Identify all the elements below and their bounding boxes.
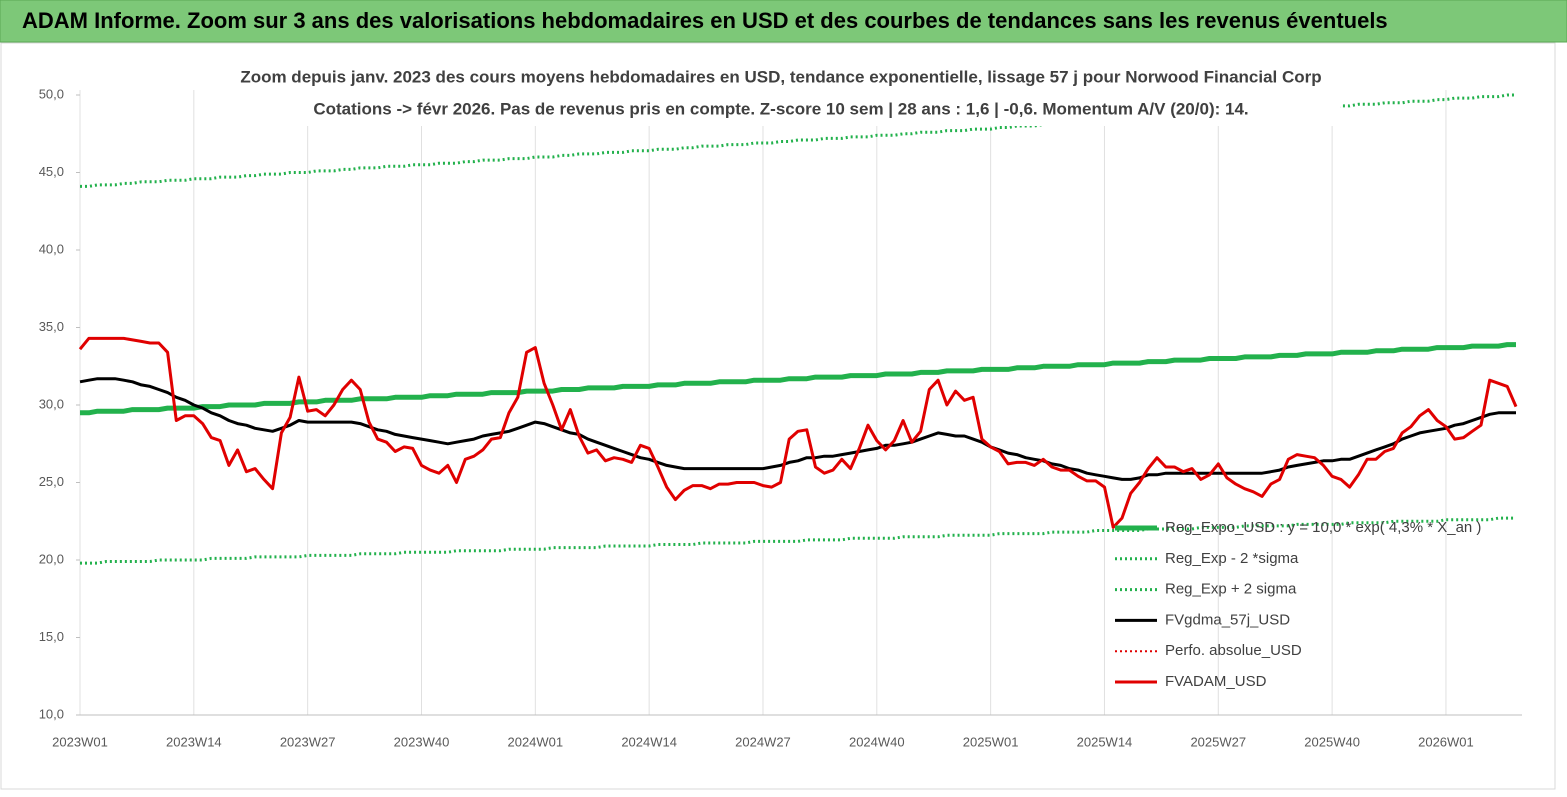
x-tick-label: 2025W01 [963, 734, 1019, 749]
x-tick-label: 2025W14 [1077, 734, 1133, 749]
x-tick-label: 2025W27 [1190, 734, 1246, 749]
plot-area: 2023W01 2023W14 2023W27 2023W40 2024W01 2024W… [39, 86, 1522, 749]
legend-label: Reg_Exp - 2 *sigma [1165, 550, 1299, 567]
legend: Reg_Expo_USD : y = 10,0 * exp( 4,3% * X_… [1115, 519, 1481, 690]
chart-frame [0, 42, 1556, 790]
title-box [222, 63, 1340, 126]
x-tick-label: 2023W27 [280, 734, 336, 749]
legend-label: Perfo. absolue_USD [1165, 642, 1302, 659]
x-tick-label: 2024W40 [849, 734, 905, 749]
legend-label: FVgdma_57j_USD [1165, 611, 1290, 628]
chart-title: Zoom depuis janv. 2023 des cours moyens … [240, 67, 1321, 86]
x-tick-label: 2026W01 [1418, 734, 1474, 749]
x-tick-label: 2024W27 [735, 734, 791, 749]
series-line [79, 377, 1516, 481]
y-tick-label: 20,0 [39, 551, 64, 566]
x-tick-label: 2023W14 [166, 734, 222, 749]
header-bar [0, 0, 1567, 43]
y-tick-label: 50,0 [39, 86, 64, 101]
x-tick-label: 2024W14 [621, 734, 677, 749]
y-tick-label: 15,0 [39, 629, 64, 644]
y-tick-label: 40,0 [39, 241, 64, 256]
header-title: ADAM Informe. Zoom sur 3 ans des valoris… [22, 8, 1388, 33]
series-line [80, 516, 1516, 565]
y-tick-label: 10,0 [39, 706, 64, 721]
x-tick-label: 2025W40 [1304, 734, 1360, 749]
y-tick-label: 25,0 [39, 474, 64, 489]
x-tick-label: 2023W01 [52, 734, 108, 749]
series-line [78, 336, 1518, 529]
x-tick-label: 2023W40 [394, 734, 450, 749]
y-tick-label: 35,0 [39, 319, 64, 334]
legend-label: Reg_Exp + 2 sigma [1165, 581, 1297, 598]
chart-subtitle: Cotations -> févr 2026. Pas de revenus p… [313, 99, 1248, 118]
legend-label: FVADAM_USD [1165, 673, 1267, 690]
y-tick-label: 45,0 [39, 164, 64, 179]
series-line [80, 342, 1516, 416]
series-line [80, 93, 1516, 188]
y-tick-label: 30,0 [39, 396, 64, 411]
legend-label: Reg_Expo_USD : y = 10,0 * exp( 4,3% * X_… [1165, 519, 1481, 536]
x-tick-label: 2024W01 [507, 734, 563, 749]
